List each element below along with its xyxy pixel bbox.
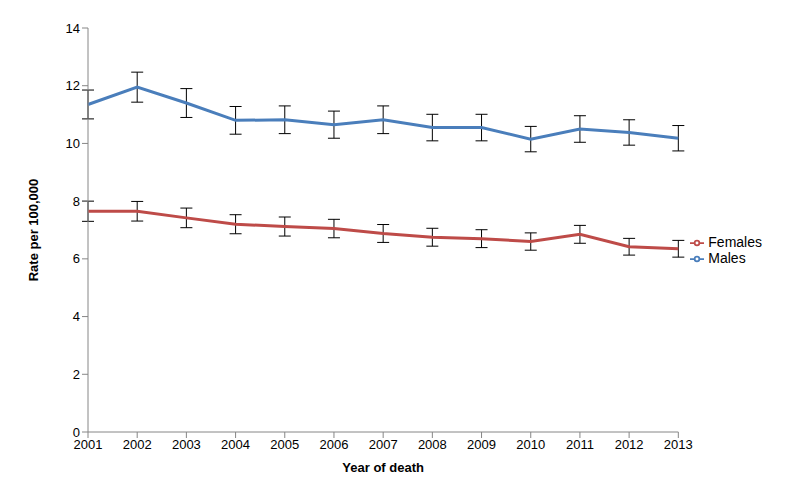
svg-text:2: 2	[73, 367, 80, 382]
svg-text:2013: 2013	[664, 437, 693, 452]
html-text:Males: Males	[708, 250, 746, 266]
svg-text:2001: 2001	[73, 437, 103, 453]
svg-text:Rate per 100,000: Rate per 100,000	[26, 179, 41, 282]
svg-text:2006: 2006	[320, 437, 349, 452]
svg-text:2011: 2011	[566, 437, 594, 452]
html-text:Females: Females	[708, 233, 762, 250]
svg-text:2004: 2004	[221, 437, 250, 452]
svg-text:2005: 2005	[270, 437, 299, 452]
svg-text:8: 8	[73, 194, 80, 209]
svg-text:12: 12	[66, 78, 80, 93]
svg-text:2010: 2010	[516, 437, 545, 452]
svg-text:0: 0	[73, 425, 80, 440]
svg-text:10: 10	[66, 136, 80, 151]
svg-text:4: 4	[73, 309, 80, 324]
svg-text:2002: 2002	[123, 437, 152, 452]
svg-text:2003: 2003	[172, 437, 201, 452]
svg-text:2007: 2007	[369, 437, 398, 452]
svg-text:6: 6	[73, 251, 80, 266]
svg-text:14: 14	[66, 21, 80, 36]
svg-text:Year of death: Year of death	[342, 460, 424, 475]
svg-text:2008: 2008	[418, 437, 447, 452]
svg-text:2012: 2012	[615, 437, 644, 452]
svg-text:2009: 2009	[467, 437, 496, 452]
